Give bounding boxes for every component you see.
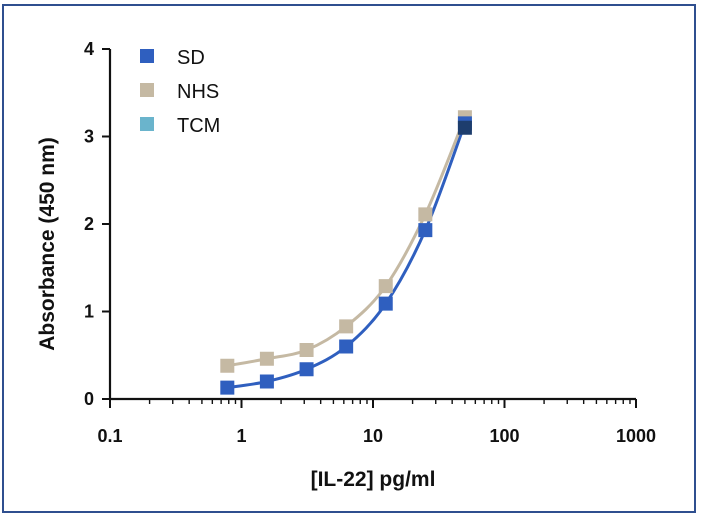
y-tick-label: 3 xyxy=(84,127,94,147)
x-tick-label: 1 xyxy=(236,426,246,446)
data-point-nhs xyxy=(259,351,274,366)
x-tick-label: 100 xyxy=(489,426,519,446)
data-point-nhs xyxy=(220,358,235,373)
y-tick-label: 0 xyxy=(84,389,94,409)
x-tick-label: 1000 xyxy=(616,426,656,446)
legend-label-tcm: TCM xyxy=(177,115,220,137)
data-point-sd xyxy=(418,223,433,238)
data-point-extra xyxy=(457,120,472,135)
data-point-nhs xyxy=(299,343,314,357)
y-tick-label: 2 xyxy=(84,214,94,234)
data-point-nhs xyxy=(418,207,433,222)
legend-marker-tcm xyxy=(140,117,154,131)
y-tick-label: 4 xyxy=(84,39,94,59)
data-point-sd xyxy=(378,296,393,311)
legend: SD NHS TCM xyxy=(140,47,220,137)
chart-frame xyxy=(2,4,696,513)
legend-label-nhs: NHS xyxy=(177,81,219,103)
y-axis-label: Absorbance (450 nm) xyxy=(36,137,59,351)
data-point-nhs xyxy=(339,319,354,334)
legend-marker-sd xyxy=(140,49,154,63)
data-point-sd xyxy=(259,374,274,389)
data-points xyxy=(220,110,472,395)
data-point-sd xyxy=(220,380,235,395)
legend-marker-nhs xyxy=(140,83,154,97)
x-axis-label: [IL-22] pg/ml xyxy=(311,468,436,491)
y-tick-label: 1 xyxy=(84,302,94,322)
x-tick-label: 0.1 xyxy=(97,426,122,446)
data-point-sd xyxy=(299,362,314,377)
data-point-sd xyxy=(339,339,354,354)
axes: 0 1 2 3 4 0.1 1 10 100 1000 xyxy=(84,39,656,446)
data-point-nhs xyxy=(378,279,393,294)
x-tick-label: 10 xyxy=(363,426,383,446)
legend-label-sd: SD xyxy=(177,47,205,69)
